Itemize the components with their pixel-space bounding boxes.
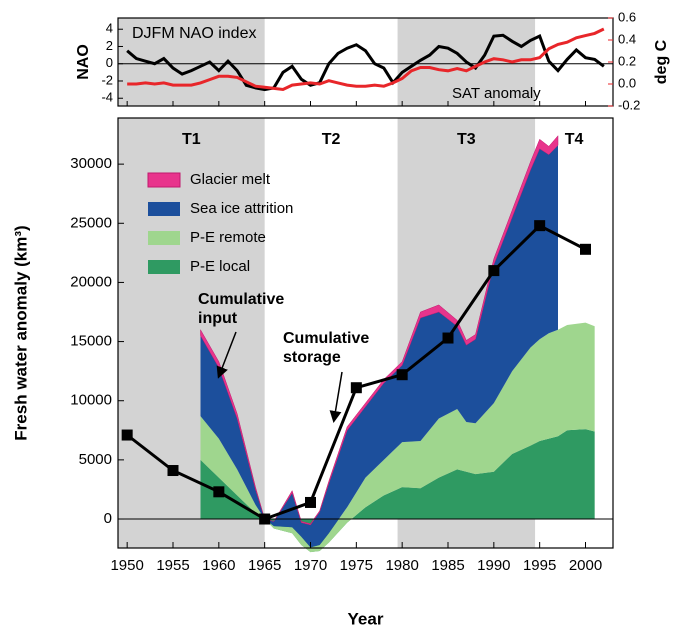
- y-tick-label: 4: [106, 21, 113, 36]
- annotation: input: [198, 310, 238, 327]
- legend-label: Glacier melt: [190, 171, 271, 188]
- y2-axis-title: deg C: [653, 39, 670, 84]
- x-tick-label: 1995: [523, 557, 556, 574]
- stack-area: [200, 145, 558, 548]
- storage-marker: [259, 513, 271, 525]
- storage-marker: [534, 220, 546, 232]
- legend-label: P-E remote: [190, 229, 266, 246]
- storage-marker: [396, 369, 408, 381]
- period-shade: [118, 18, 265, 106]
- y2-tick-label: 0.4: [618, 31, 636, 46]
- stack-area: [200, 135, 559, 526]
- x-tick-label: 1970: [294, 557, 327, 574]
- y-tick-label: 20000: [70, 273, 112, 290]
- period-label: T2: [322, 131, 341, 148]
- y-axis-title: NAO: [75, 44, 92, 80]
- legend-label: Sea ice attrition: [190, 200, 293, 217]
- arrow: [216, 331, 237, 379]
- x-tick-label: 1980: [385, 557, 418, 574]
- y-tick-label: 2: [106, 38, 113, 53]
- y2-tick-label: 0.0: [618, 75, 636, 90]
- x-tick-label: 1990: [477, 557, 510, 574]
- storage-marker: [167, 465, 179, 477]
- legend-swatch: [148, 260, 180, 274]
- y2-tick-label: 0.2: [618, 53, 636, 68]
- y-tick-label: -2: [101, 72, 113, 87]
- period-label: T3: [457, 131, 476, 148]
- storage-marker: [305, 496, 316, 508]
- y-tick-label: 5000: [79, 451, 112, 468]
- plot-frame: [117, 117, 614, 549]
- storage-marker: [350, 382, 362, 394]
- y-tick-label: 0: [106, 55, 113, 70]
- legend-label: P-E local: [190, 258, 250, 275]
- x-tick-label: 2000: [569, 557, 602, 574]
- series-label: DJFM NAO index: [132, 25, 256, 42]
- series-line: [127, 27, 605, 92]
- y-tick-label: 15000: [70, 333, 112, 350]
- x-tick-label: 1985: [431, 557, 464, 574]
- x-tick-label: 1955: [156, 557, 189, 574]
- annotation: Cumulative: [283, 330, 369, 347]
- annotation: Cumulative: [198, 291, 284, 308]
- series-label: SAT anomaly: [452, 85, 541, 102]
- series-line: [126, 33, 605, 92]
- stack-area: [200, 322, 595, 553]
- legend-swatch: [148, 231, 180, 245]
- y2-tick-label: -0.2: [618, 97, 640, 112]
- y-tick-label: 30000: [70, 155, 112, 172]
- nao-panel: DJFM NAO index SAT anomaly 4 2 0 -2 -4 0.6 0.4 0.…: [75, 9, 670, 112]
- storage-marker: [580, 243, 591, 255]
- freshwater-panel: T1 T2 T3 T4 0 5000 10000 15000 20000 25000 30000 19…: [11, 117, 614, 628]
- storage-marker: [442, 332, 454, 344]
- x-tick-label: 1960: [202, 557, 235, 574]
- x-axis-title: Year: [348, 609, 384, 628]
- y-tick-label: 0: [104, 510, 112, 527]
- arrow: [329, 371, 343, 423]
- legend-swatch: [147, 172, 181, 188]
- y-axis-title: Fresh water anomaly (km³): [11, 225, 30, 440]
- legend-swatch: [148, 202, 180, 216]
- period-label: T4: [565, 131, 584, 148]
- y-tick-label: 25000: [70, 214, 112, 231]
- x-tick-label: 1950: [110, 557, 143, 574]
- storage-marker: [488, 265, 500, 277]
- storage-marker: [213, 486, 225, 498]
- annotation: storage: [283, 349, 341, 366]
- period-label: T1: [182, 131, 201, 148]
- y2-tick-label: 0.6: [618, 9, 636, 24]
- x-tick-label: 1975: [340, 557, 373, 574]
- y-tick-label: -4: [101, 90, 113, 105]
- y-tick-label: 10000: [70, 392, 112, 409]
- x-tick-label: 1965: [248, 557, 281, 574]
- storage-marker: [121, 429, 133, 441]
